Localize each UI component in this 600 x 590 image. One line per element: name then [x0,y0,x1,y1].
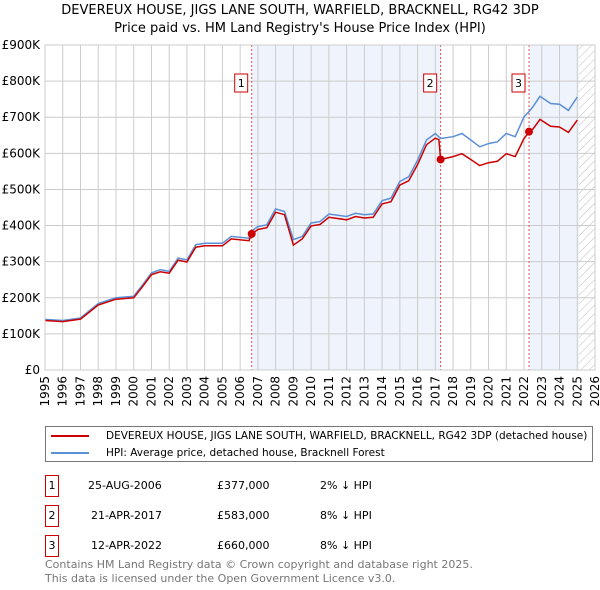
legend-item-hpi: HPI: Average price, detached house, Brac… [51,445,385,461]
transaction-number: 1 [45,475,59,497]
forecast-hatch [579,45,595,370]
y-tick-label: £300K [2,255,42,269]
transaction-date: 12-APR-2022 [91,539,163,552]
x-tick-label: 2006 [233,376,247,407]
x-tick-label: 2009 [286,376,300,407]
price-chart: 1995 1996 1997 1998 1999 2000 2001 2002 2003 2004… [2,38,600,407]
transaction-number: 3 [45,535,59,557]
transaction-hpi: 8% ↓ HPI [320,539,372,552]
x-tick-label: 2011 [322,376,336,407]
x-tick-label: 2014 [375,376,389,407]
legend-label: HPI: Average price, detached house, Brac… [106,447,385,459]
x-tick-label: 1995 [38,376,52,407]
sale-label: 2 [427,77,434,90]
x-tick-label: 1997 [73,376,87,407]
transaction-date: 25-AUG-2006 [88,479,162,492]
y-tick-label: £400K [2,219,42,233]
x-tick-label: 2012 [340,376,354,407]
x-tick-label: 2026 [588,376,600,407]
sale-point [247,229,256,238]
sale-label-box [234,73,249,93]
transaction-price: £377,000 [217,479,270,492]
x-tick-label: 2016 [411,376,425,407]
x-tick-label: 2002 [162,376,176,407]
x-tick-label: 2015 [393,376,407,407]
x-tick-label: 2021 [499,376,513,407]
x-tick-label: 2008 [269,376,283,407]
transaction-date: 21-APR-2017 [91,509,163,522]
x-tick-label: 2001 [144,376,158,407]
x-tick-label: 1999 [109,376,123,407]
sale-label-box [511,73,526,93]
y-tick-label: £700K [2,110,42,124]
x-tick-label: 2019 [464,376,478,407]
x-tick-label: 2007 [251,376,265,407]
transaction-hpi: 8% ↓ HPI [320,509,372,522]
x-tick-label: 2017 [428,376,442,407]
footer-copyright: Contains HM Land Registry data © Crown c… [45,558,473,571]
y-tick-label: £500K [2,182,42,196]
y-tick-label: £600K [2,146,42,160]
legend: DEVEREUX HOUSE, JIGS LANE SOUTH, WARFIEL… [45,426,593,462]
transaction-price: £660,000 [217,539,270,552]
x-tick-label: 2022 [517,376,531,407]
sale-point [525,127,533,136]
y-tick-label: £900K [2,38,42,52]
legend-item-property: DEVEREUX HOUSE, JIGS LANE SOUTH, WARFIEL… [51,428,587,444]
y-tick-label: £100K [2,327,42,341]
transaction-number: 2 [45,505,59,527]
transaction-price: £583,000 [217,509,270,522]
legend-swatch [51,435,89,437]
chart-title: DEVEREUX HOUSE, JIGS LANE SOUTH, WARFIEL… [61,3,539,18]
legend-label: DEVEREUX HOUSE, JIGS LANE SOUTH, WARFIEL… [106,430,588,442]
y-tick-label: £800K [2,74,42,88]
sale-label-box [423,73,438,93]
x-tick-label: 1998 [91,376,105,407]
x-tick-label: 2000 [127,376,141,407]
x-tick-label: 2023 [535,376,549,407]
chart-subtitle: Price paid vs. HM Land Registry's House … [114,21,486,36]
x-tick-label: 2020 [482,376,496,407]
x-tick-label: 2024 [553,376,567,407]
sale-label: 3 [515,77,522,90]
x-tick-label: 2005 [215,376,229,407]
x-tick-label: 2010 [304,376,318,407]
x-tick-label: 2003 [180,376,194,407]
legend-swatch [51,452,89,454]
y-tick-label: £0 [25,363,40,377]
footer-licence: This data is licensed under the Open Gov… [45,572,396,585]
sale-point [436,155,445,164]
x-tick-label: 2013 [357,376,371,407]
plot-frame [44,44,596,371]
property-price-line [44,118,578,323]
transaction-hpi: 2% ↓ HPI [320,479,372,492]
x-tick-label: 2004 [198,376,212,407]
x-tick-label: 2025 [570,376,584,407]
sale-label: 1 [238,77,245,90]
x-tick-label: 2018 [446,376,460,407]
x-tick-label: 1996 [56,376,70,407]
y-tick-label: £200K [2,291,42,305]
shaded-period [529,45,580,370]
hpi-line [44,95,578,322]
